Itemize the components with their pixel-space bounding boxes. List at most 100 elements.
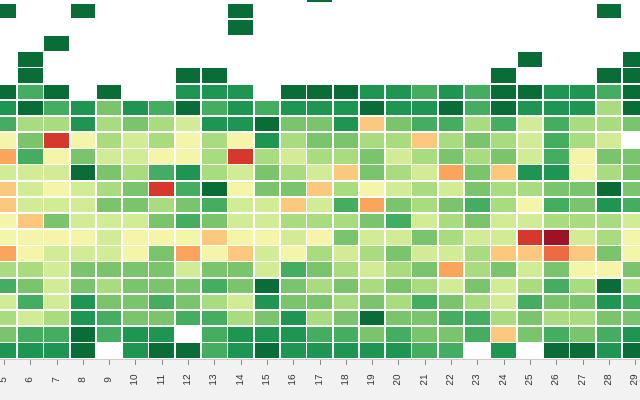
heatmap-cell[interactable] [123, 213, 148, 229]
heatmap-cell[interactable] [149, 278, 175, 294]
heatmap-cell[interactable] [543, 213, 569, 229]
heatmap-cell[interactable] [465, 165, 490, 180]
heatmap-cell[interactable] [44, 310, 69, 326]
heatmap-cell[interactable] [570, 278, 595, 294]
heatmap-cell[interactable] [491, 197, 516, 213]
heatmap-cell[interactable] [175, 116, 201, 132]
heatmap-cell[interactable] [465, 84, 490, 100]
heatmap-cell[interactable] [386, 197, 411, 213]
heatmap-cell[interactable] [123, 116, 148, 132]
heatmap-cell[interactable] [307, 343, 332, 358]
heatmap-cell[interactable] [175, 133, 201, 148]
heatmap-cell[interactable] [543, 343, 569, 358]
heatmap-cell[interactable] [123, 181, 148, 197]
heatmap-cell[interactable] [17, 133, 43, 148]
heatmap-cell[interactable] [228, 230, 253, 245]
heatmap-cell[interactable] [438, 149, 464, 164]
heatmap-cell[interactable] [228, 100, 253, 116]
heatmap-cell[interactable] [149, 100, 175, 116]
heatmap-cell[interactable] [412, 149, 438, 164]
heatmap-cell[interactable] [175, 84, 201, 100]
heatmap-cell[interactable] [438, 310, 464, 326]
heatmap-cell[interactable] [333, 262, 359, 277]
heatmap-cell[interactable] [123, 197, 148, 213]
heatmap-cell[interactable] [123, 230, 148, 245]
heatmap-cell[interactable] [491, 278, 516, 294]
heatmap-cell[interactable] [491, 294, 516, 310]
heatmap-cell[interactable] [175, 230, 201, 245]
heatmap-cell[interactable] [359, 100, 385, 116]
heatmap-cell[interactable] [386, 181, 411, 197]
heatmap-cell[interactable] [175, 181, 201, 197]
heatmap-cell[interactable] [149, 310, 175, 326]
heatmap-cell[interactable] [254, 165, 280, 180]
heatmap-cell[interactable] [254, 100, 280, 116]
heatmap-cell[interactable] [96, 181, 122, 197]
heatmap-cell[interactable] [359, 181, 385, 197]
heatmap-cell[interactable] [96, 165, 122, 180]
heatmap-cell[interactable] [491, 165, 516, 180]
heatmap-cell[interactable] [202, 133, 227, 148]
heatmap-cell[interactable] [70, 165, 96, 180]
heatmap-cell[interactable] [17, 165, 43, 180]
heatmap-cell[interactable] [412, 116, 438, 132]
heatmap-cell[interactable] [333, 133, 359, 148]
heatmap-cell[interactable] [412, 294, 438, 310]
heatmap-cell[interactable] [622, 230, 640, 245]
heatmap-cell[interactable] [254, 278, 280, 294]
heatmap-cell[interactable] [412, 278, 438, 294]
heatmap-cell[interactable] [0, 310, 17, 326]
heatmap-cell[interactable] [228, 262, 253, 277]
heatmap-cell[interactable] [228, 294, 253, 310]
heatmap-cell[interactable] [228, 3, 253, 19]
heatmap-cell[interactable] [359, 149, 385, 164]
heatmap-cell[interactable] [543, 294, 569, 310]
heatmap-cell[interactable] [17, 310, 43, 326]
heatmap-cell[interactable] [386, 294, 411, 310]
heatmap-cell[interactable] [596, 100, 622, 116]
heatmap-cell[interactable] [280, 310, 306, 326]
heatmap-cell[interactable] [438, 262, 464, 277]
heatmap-cell[interactable] [412, 100, 438, 116]
heatmap-cell[interactable] [175, 213, 201, 229]
heatmap-cell[interactable] [149, 197, 175, 213]
heatmap-cell[interactable] [254, 294, 280, 310]
heatmap-cell[interactable] [412, 343, 438, 358]
heatmap-cell[interactable] [175, 278, 201, 294]
heatmap-cell[interactable] [386, 213, 411, 229]
heatmap-cell[interactable] [123, 294, 148, 310]
heatmap-cell-partial[interactable] [307, 0, 332, 2]
heatmap-cell[interactable] [333, 165, 359, 180]
heatmap-cell[interactable] [0, 343, 17, 358]
heatmap-cell[interactable] [228, 19, 253, 35]
heatmap-cell[interactable] [280, 343, 306, 358]
heatmap-cell[interactable] [70, 246, 96, 261]
heatmap-cell[interactable] [228, 116, 253, 132]
heatmap-cell[interactable] [307, 197, 332, 213]
heatmap-cell[interactable] [17, 230, 43, 245]
heatmap-cell[interactable] [412, 213, 438, 229]
heatmap-cell[interactable] [570, 310, 595, 326]
heatmap-cell[interactable] [491, 310, 516, 326]
heatmap-cell[interactable] [622, 197, 640, 213]
heatmap-cell[interactable] [280, 213, 306, 229]
heatmap-cell[interactable] [280, 165, 306, 180]
heatmap-cell[interactable] [517, 213, 543, 229]
heatmap-cell[interactable] [149, 246, 175, 261]
heatmap-cell[interactable] [491, 213, 516, 229]
heatmap-cell[interactable] [543, 165, 569, 180]
heatmap-cell[interactable] [386, 149, 411, 164]
heatmap-cell[interactable] [412, 133, 438, 148]
heatmap-cell[interactable] [386, 246, 411, 261]
heatmap-cell[interactable] [543, 327, 569, 342]
heatmap-cell[interactable] [543, 310, 569, 326]
heatmap-cell[interactable] [517, 310, 543, 326]
heatmap-cell[interactable] [149, 165, 175, 180]
heatmap-cell[interactable] [149, 343, 175, 358]
heatmap-cell[interactable] [96, 84, 122, 100]
heatmap-cell[interactable] [280, 278, 306, 294]
heatmap-cell[interactable] [491, 343, 516, 358]
heatmap-cell[interactable] [438, 294, 464, 310]
heatmap-cell[interactable] [96, 278, 122, 294]
heatmap-cell[interactable] [44, 343, 69, 358]
